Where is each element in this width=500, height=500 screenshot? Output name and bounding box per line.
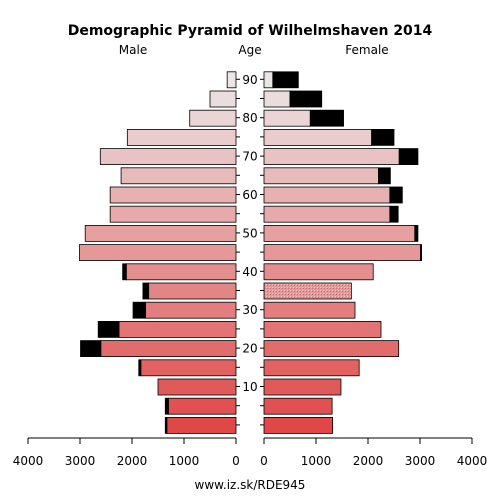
male-bar-55-59 [109,205,237,223]
x-tick-label: 4000 [457,454,488,468]
female-bar-75-79 [263,128,373,146]
x-tick-label: 4000 [13,454,44,468]
age-tick-label: 40 [242,265,257,279]
female-surplus-50-54 [414,224,419,242]
male-surplus-0-4 [164,416,168,434]
male-bar-10-14 [157,378,237,396]
male-surplus-40-44 [122,263,127,281]
female-bar-45-49 [263,244,421,262]
female-bar-85-89 [263,90,291,108]
male-surplus-20-24 [80,340,102,358]
x-tick-label: 0 [260,454,268,468]
female-surplus-85-89 [289,90,323,108]
age-tick-label: 20 [242,342,257,356]
x-tick-label: 1000 [169,454,200,468]
female-bar-25-29 [263,320,382,338]
age-tick-label: 50 [242,226,257,240]
bars-layer [79,71,422,434]
female-surplus-80-84 [309,109,344,127]
male-bar-0-4 [166,416,237,434]
female-bar-30-34 [263,301,356,319]
female-surplus-70-74 [398,148,419,166]
x-tick-label: 2000 [117,454,148,468]
male-bar-45-49 [79,244,237,262]
male-bar-60-64 [109,186,237,204]
female-surplus-60-64 [389,186,403,204]
female-surplus-65-69 [377,167,391,185]
male-surplus-25-29 [97,320,120,338]
male-bar-40-44 [125,263,237,281]
male-bar-25-29 [118,320,237,338]
age-label: Age [238,43,261,57]
male-surplus-15-19 [138,359,142,377]
female-bar-40-44 [263,263,374,281]
female-bar-55-59 [263,205,391,223]
x-tick-label: 3000 [65,454,96,468]
male-surplus-30-34 [132,301,146,319]
male-bar-50-54 [84,224,237,242]
age-tick-label: 10 [242,380,257,394]
female-bar-70-74 [263,148,400,166]
male-bar-35-39 [148,282,237,300]
chart-title: Demographic Pyramid of Wilhelmshaven 201… [68,23,433,39]
male-bar-20-24 [100,340,237,358]
female-surplus-75-79 [371,128,395,146]
male-surplus-5-9 [164,397,169,415]
female-bar-20-24 [263,340,400,358]
female-surplus-55-59 [389,205,399,223]
female-bar-35-39 [263,282,352,300]
age-axis: 10 20 30 40 50 60 70 80 90 [236,73,264,426]
x-tick-label: 1000 [301,454,332,468]
male-bar-90+ [226,71,237,89]
female-bar-0-4 [263,416,334,434]
female-surplus-90+ [272,71,299,89]
female-bar-15-19 [263,359,360,377]
female-bar-5-9 [263,397,333,415]
male-bar-30-34 [145,301,237,319]
x-tick-label: 2000 [353,454,384,468]
male-bar-65-69 [120,167,237,185]
male-label: Male [119,43,147,57]
female-bar-60-64 [263,186,391,204]
female-surplus-45-49 [420,244,422,262]
x-tick-label: 0 [232,454,240,468]
male-bar-70-74 [99,148,237,166]
male-bar-80-84 [189,109,237,127]
male-bar-5-9 [167,397,237,415]
female-bar-90+ [263,71,274,89]
male-surplus-35-39 [142,282,150,300]
source-label: www.iz.sk/RDE945 [195,478,306,492]
x-tick-label: 3000 [405,454,436,468]
female-label: Female [345,43,388,57]
male-bar-15-19 [140,359,237,377]
x-axis: 4000 3000 2000 1000 0 0 1000 2000 3000 4000 [13,437,488,468]
female-bar-50-54 [263,224,416,242]
female-bar-10-14 [263,378,342,396]
age-tick-label: 90 [242,73,257,87]
female-bar-80-84 [263,109,311,127]
age-tick-label: 70 [242,150,257,164]
male-bar-85-89 [209,90,237,108]
age-tick-label: 80 [242,111,257,125]
female-bar-65-69 [263,167,379,185]
male-bar-75-79 [126,128,237,146]
age-tick-label: 30 [242,303,257,317]
age-tick-label: 60 [242,188,257,202]
